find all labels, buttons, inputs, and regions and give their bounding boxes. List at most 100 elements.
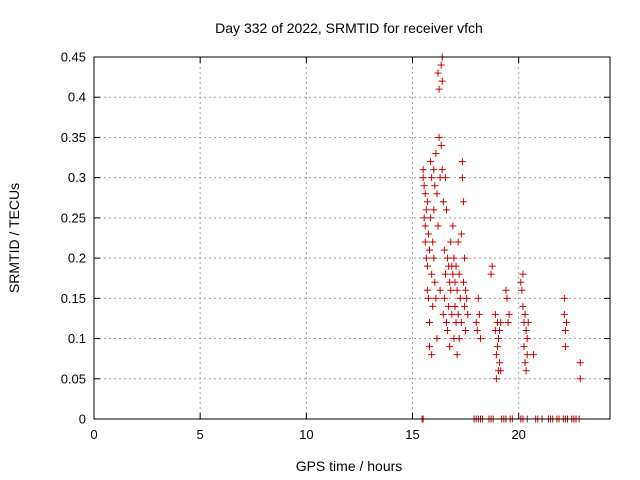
data-point (440, 246, 448, 254)
axis-ticks: 0 0.05 0.1 0.15 0.2 0.25 0.3 0.35 0.4 0.45 0 5 10 15 2… (61, 50, 610, 442)
data-point (439, 198, 447, 206)
data-point (474, 294, 482, 302)
data-point (491, 310, 499, 318)
data-point (445, 302, 453, 310)
data-point (461, 254, 469, 262)
x-axis-label: GPS time / hours (296, 458, 403, 474)
data-point (522, 367, 530, 375)
data-point (458, 174, 466, 182)
data-point (520, 343, 528, 351)
data-point (458, 158, 466, 166)
y-tick-label: 0.3 (68, 170, 86, 185)
data-point (449, 270, 457, 278)
data-point (487, 270, 495, 278)
data-point (530, 351, 538, 359)
data-point (438, 77, 446, 85)
x-tick-label: 10 (299, 427, 313, 442)
data-point (492, 375, 500, 383)
data-point (457, 230, 465, 238)
data-point (435, 133, 443, 141)
data-point (437, 141, 445, 149)
data-point (434, 222, 442, 230)
data-point (426, 343, 434, 351)
data-point (440, 294, 448, 302)
y-tick-label: 0.35 (61, 130, 86, 145)
data-point (576, 359, 584, 367)
data-point (432, 294, 440, 302)
data-point (447, 286, 455, 294)
data-point (561, 343, 569, 351)
data-point (442, 206, 450, 214)
data-point (421, 190, 429, 198)
data-point (453, 351, 461, 359)
data-point (423, 286, 431, 294)
y-tick-label: 0.4 (68, 90, 86, 105)
data-point (497, 367, 505, 375)
data-point (576, 375, 584, 383)
data-point (433, 335, 441, 343)
data-point (560, 294, 568, 302)
data-point (462, 286, 470, 294)
data-point (430, 206, 438, 214)
data-point (449, 222, 457, 230)
data-point (457, 318, 465, 326)
data-point (473, 327, 481, 335)
data-point (454, 238, 462, 246)
data-point (426, 246, 434, 254)
data-point (496, 359, 504, 367)
data-point (505, 310, 513, 318)
data-point (459, 198, 467, 206)
x-tick-label: 5 (197, 427, 204, 442)
x-tick-label: 20 (511, 427, 525, 442)
data-point (441, 270, 449, 278)
data-point (522, 327, 530, 335)
data-point (476, 335, 484, 343)
data-point (428, 270, 436, 278)
data-point (503, 294, 511, 302)
data-point (519, 270, 527, 278)
y-tick-label: 0.15 (61, 291, 86, 306)
data-point (455, 335, 463, 343)
data-point (451, 278, 459, 286)
data-point (439, 310, 447, 318)
plot-frame (93, 56, 611, 420)
data-point (419, 174, 427, 182)
data-point (419, 166, 427, 174)
data-point (436, 286, 444, 294)
data-point (492, 351, 500, 359)
data-point (562, 318, 570, 326)
data-point (475, 310, 483, 318)
data-point (560, 310, 568, 318)
data-points (418, 53, 584, 423)
data-point (429, 238, 437, 246)
data-point (422, 254, 430, 262)
y-axis-label: SRMTID / TECUs (6, 183, 22, 293)
data-point (495, 335, 503, 343)
data-point (420, 182, 428, 190)
data-point (448, 310, 456, 318)
data-point (452, 262, 460, 270)
data-point (518, 286, 526, 294)
data-point (463, 294, 471, 302)
data-point (453, 286, 461, 294)
data-point (422, 206, 430, 214)
data-point (444, 254, 452, 262)
chart-title: Day 332 of 2022, SRMTID for receiver vfc… (215, 20, 483, 36)
data-point (462, 327, 470, 335)
data-point (493, 343, 501, 351)
y-tick-label: 0.45 (61, 50, 86, 65)
data-point (421, 238, 429, 246)
data-point (428, 174, 436, 182)
data-point (437, 61, 445, 69)
data-point (429, 302, 437, 310)
data-point (523, 335, 531, 343)
y-tick-label: 0 (79, 412, 86, 427)
data-point (424, 230, 432, 238)
data-point (427, 158, 435, 166)
data-point (434, 69, 442, 77)
data-point (430, 254, 438, 262)
data-point (430, 166, 438, 174)
data-point (459, 278, 467, 286)
data-point (461, 302, 469, 310)
y-tick-label: 0.2 (68, 251, 86, 266)
